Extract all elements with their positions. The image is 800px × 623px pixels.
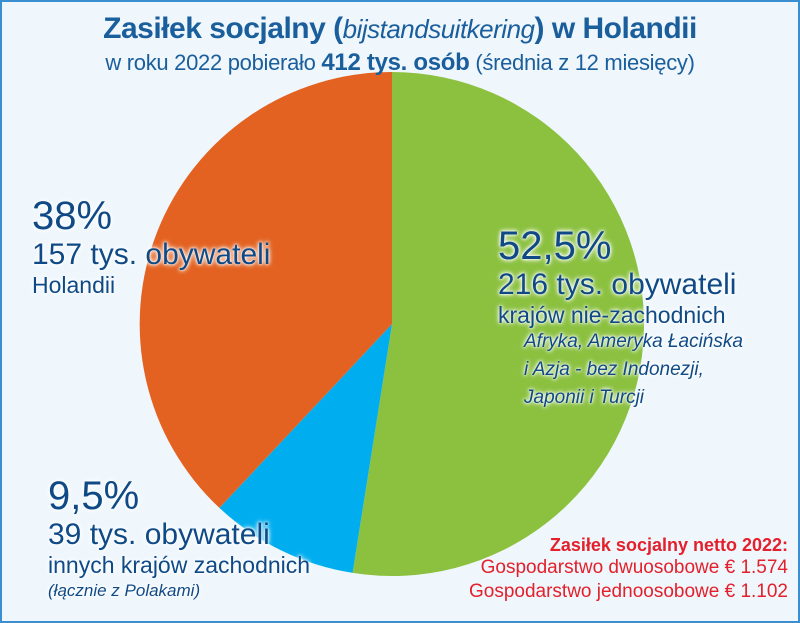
western-note: (łącznie z Polakami)	[48, 581, 201, 600]
western-count: 39 tys. obywateli	[48, 518, 270, 551]
netto-row-one-person: Gospodarstwo jednoosobowe € 1.102	[468, 581, 788, 602]
pie-slice-dutch	[139, 71, 392, 508]
chart-title: Zasiłek socjalny (bijstandsuitkering) w …	[103, 12, 697, 45]
label-dutch: 38% 157 tys. obywateli Holandii	[32, 194, 270, 298]
non-western-percent: 52,5%	[498, 224, 612, 268]
netto-box: Zasiłek socjalny netto 2022: Gospodarstw…	[469, 534, 788, 604]
pie-slice-western	[219, 324, 392, 573]
netto-heading: Zasiłek socjalny netto 2022:	[549, 535, 788, 555]
non-western-note: Afryka, Ameryka Łacińska i Azja - bez In…	[498, 328, 743, 412]
dutch-count: 157 tys. obywateli	[32, 238, 271, 271]
pie-slice-non-western	[352, 71, 645, 576]
non-western-count: 216 tys. obywateli	[498, 268, 737, 301]
western-percent: 9,5%	[48, 474, 140, 518]
dutch-group: Holandii	[32, 272, 116, 298]
western-group: innych krajów zachodnich	[48, 552, 311, 578]
label-non-western: 52,5% 216 tys. obywateli krajów nie-zach…	[498, 224, 743, 412]
label-western: 9,5% 39 tys. obywateli innych krajów zac…	[48, 474, 310, 604]
note-line: i Azja - bez Indonezji,	[524, 359, 704, 380]
chart-subtitle: w roku 2022 pobierało 412 tys. osób (śre…	[105, 49, 695, 76]
non-western-group: krajów nie-zachodnich	[498, 302, 726, 328]
note-line: Japonii i Turcji	[524, 387, 645, 408]
dutch-percent: 38%	[32, 194, 113, 238]
netto-row-two-person: Gospodarstwo dwuosobowe € 1.574	[480, 557, 788, 578]
note-line: Afryka, Ameryka Łacińska	[524, 331, 743, 352]
